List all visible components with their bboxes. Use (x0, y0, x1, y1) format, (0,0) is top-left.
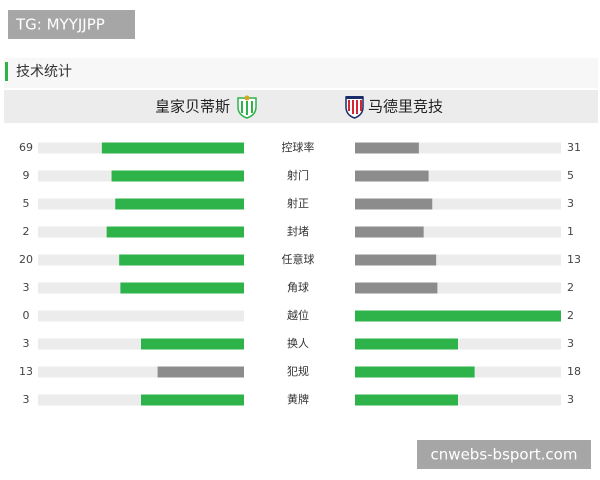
home-logo (237, 95, 257, 119)
stat-label: 越位 (287, 308, 309, 322)
home-bar (101, 142, 244, 154)
stat-label: 任意球 (282, 252, 315, 266)
stat-label: 换人 (287, 336, 309, 350)
home-track (38, 310, 244, 322)
home-bar (120, 282, 244, 294)
stat-rows: 69 控球率 319 射门 55 射正 32 封堵 120 任意球 133 角球 20 越位 23 换人 313… (19, 140, 581, 406)
section-accent (5, 62, 8, 81)
home-bar (106, 226, 245, 238)
team-header (4, 90, 598, 123)
badge-box (8, 10, 135, 39)
home-value: 0 (23, 309, 30, 322)
away-value: 3 (567, 337, 574, 350)
away-track (355, 254, 561, 266)
stat-label: 射门 (287, 168, 309, 182)
away-value: 18 (567, 365, 581, 378)
stat-label: 犯规 (287, 364, 309, 378)
away-track (355, 198, 561, 210)
home-value: 13 (19, 365, 33, 378)
home-team: 皇家贝蒂斯 (155, 98, 230, 116)
away-bar (355, 310, 561, 322)
stat-label: 黄牌 (287, 392, 309, 406)
stat-label: 角球 (287, 280, 309, 294)
section-title: 技术统计 (16, 64, 72, 80)
away-value: 2 (567, 281, 574, 294)
away-value: 3 (567, 197, 574, 210)
home-value: 3 (23, 281, 30, 294)
home-value: 9 (23, 169, 30, 182)
stat-label: 控球率 (282, 140, 315, 154)
away-value: 31 (567, 141, 581, 154)
stat-label: 射正 (287, 196, 309, 210)
stat-label: 封堵 (287, 224, 309, 238)
away-bar (355, 282, 438, 294)
home-value: 3 (23, 337, 30, 350)
home-value: 69 (19, 141, 33, 154)
away-value: 5 (567, 169, 574, 182)
home-bar (141, 338, 244, 350)
away-track (355, 226, 561, 238)
away-bar (355, 394, 458, 406)
badge-text: TG: MYYJJPP (15, 16, 105, 34)
away-track (355, 142, 561, 154)
home-bar (141, 394, 244, 406)
home-value: 20 (19, 253, 33, 266)
home-track (38, 366, 244, 378)
home-bar (115, 198, 244, 210)
away-value: 2 (567, 309, 574, 322)
home-value: 3 (23, 393, 30, 406)
home-bar (157, 366, 244, 378)
away-bar (355, 170, 429, 182)
away-bar (355, 198, 433, 210)
away-bar (355, 254, 437, 266)
away-bar (355, 142, 419, 154)
away-bar (355, 366, 475, 378)
away-track (355, 170, 561, 182)
home-bar (119, 254, 244, 266)
away-value: 3 (567, 393, 574, 406)
away-track (355, 282, 561, 294)
away-team: 马德里竞技 (368, 98, 443, 116)
home-value: 5 (23, 197, 30, 210)
watermark-box (417, 440, 591, 469)
away-bar (355, 226, 424, 238)
away-bar (355, 338, 458, 350)
away-value: 13 (567, 253, 581, 266)
away-logo (345, 96, 364, 119)
section-header (4, 58, 598, 88)
away-value: 1 (567, 225, 574, 238)
watermark-text: cnwebs-bsport.com (431, 446, 578, 464)
home-value: 2 (23, 225, 30, 238)
home-bar (111, 170, 244, 182)
